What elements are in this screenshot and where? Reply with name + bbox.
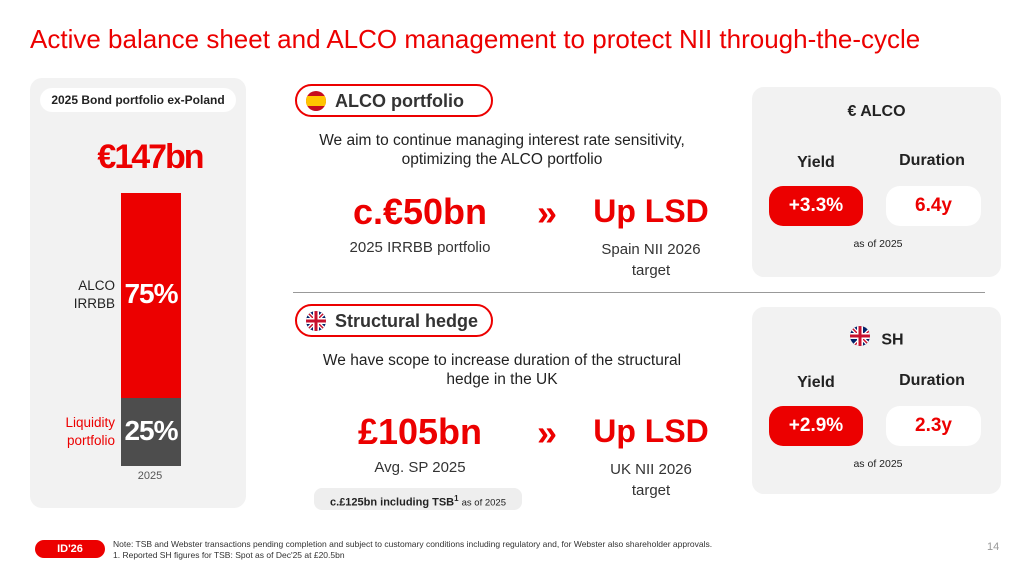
legend-label: Liquidity portfolio xyxy=(65,414,115,448)
pill-text: Structural hedge xyxy=(335,311,479,331)
note-main: c.£125bn including TSB xyxy=(330,496,455,509)
notes: Note: TSB and Webster transactions pendi… xyxy=(113,539,712,561)
target-caption: Spain NII 2026 target xyxy=(601,241,701,279)
section-pill: ALCO portfolio xyxy=(295,84,493,117)
flag xyxy=(305,90,327,117)
box-title: SH xyxy=(752,325,1001,356)
duration-value: 2.3y xyxy=(886,406,981,446)
big-value: c.€50bn xyxy=(352,191,488,232)
description: We have scope to increase duration of th… xyxy=(322,352,682,388)
target: Up LSD xyxy=(593,413,709,449)
legend-label: ALCO IRRBB xyxy=(73,278,115,312)
logo: ID'26 xyxy=(35,540,105,558)
target: Up LSD xyxy=(593,193,709,229)
divider xyxy=(293,292,985,293)
big-caption: 2025 IRRBB portfolio xyxy=(349,239,491,256)
box-title: € ALCO xyxy=(752,103,1001,121)
section: ALCO portfolio We aim to continue managin… xyxy=(295,84,1001,279)
box-date: as of 2025 xyxy=(853,238,903,250)
note-sup: 1 xyxy=(454,494,459,503)
target-caption: UK NII 2026 target xyxy=(610,461,692,499)
yield-label: Yield xyxy=(797,154,835,171)
duration-label: Duration xyxy=(899,372,965,389)
box-date: as of 2025 xyxy=(853,458,903,470)
description: We aim to continue managing interest rat… xyxy=(319,132,685,168)
note: Note: TSB and Webster transactions pendi… xyxy=(113,539,713,549)
yield-label: Yield xyxy=(797,374,835,391)
box-title-text: € ALCO xyxy=(847,103,906,120)
segment-label: 25% xyxy=(124,414,178,446)
arrow: » xyxy=(536,192,558,233)
bar-segment: 25% xyxy=(121,397,181,466)
x-label: 2025 xyxy=(137,470,163,482)
flag xyxy=(305,310,327,337)
total: €147bn xyxy=(97,138,204,176)
pill-text: ALCO portfolio xyxy=(335,91,464,111)
box xyxy=(752,87,1001,277)
page-number: 14 xyxy=(987,541,1000,553)
box-title-text: SH xyxy=(881,331,904,349)
yield-value: +3.3% xyxy=(769,186,863,226)
yield-value: +2.9% xyxy=(769,406,863,446)
big-value: £105bn xyxy=(357,411,483,452)
arrow: » xyxy=(536,412,558,453)
big-caption: Avg. SP 2025 xyxy=(374,459,466,476)
duration-label: Duration xyxy=(899,152,965,169)
section-pill: Structural hedge xyxy=(295,304,493,337)
note: 1. Reported SH figures for TSB: Spot as … xyxy=(113,550,345,560)
bar-segment: 75% xyxy=(121,193,181,398)
chart-title: 2025 Bond portfolio ex-Poland xyxy=(40,88,236,112)
segment-label: 75% xyxy=(124,278,178,310)
duration-value: 6.4y xyxy=(886,186,981,226)
note-suffix: as of 2025 xyxy=(461,497,506,509)
box xyxy=(752,307,1001,494)
stacked-bar: 25% 75% xyxy=(121,193,181,466)
title: Active balance sheet and ALCO management… xyxy=(30,24,921,54)
flag xyxy=(849,325,875,356)
note-pill: c.£125bn including TSB1 as of 2025 xyxy=(314,488,522,510)
section: Structural hedge We have scope to increas… xyxy=(0,220,1025,510)
